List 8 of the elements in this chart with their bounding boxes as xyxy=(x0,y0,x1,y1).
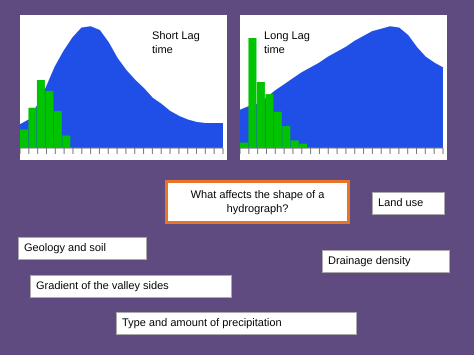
text: What affects the shape of a hydrograph? xyxy=(165,180,350,224)
text: Type and amount of precipitation xyxy=(116,312,357,335)
text: Drainage density xyxy=(322,250,450,273)
text: Gradient of the valley sides xyxy=(30,275,232,298)
annotation: Short Lag time xyxy=(152,29,201,57)
text: Land use xyxy=(372,192,445,215)
text: Geology and soil xyxy=(18,237,147,260)
annotation: Long Lag time xyxy=(264,29,311,57)
